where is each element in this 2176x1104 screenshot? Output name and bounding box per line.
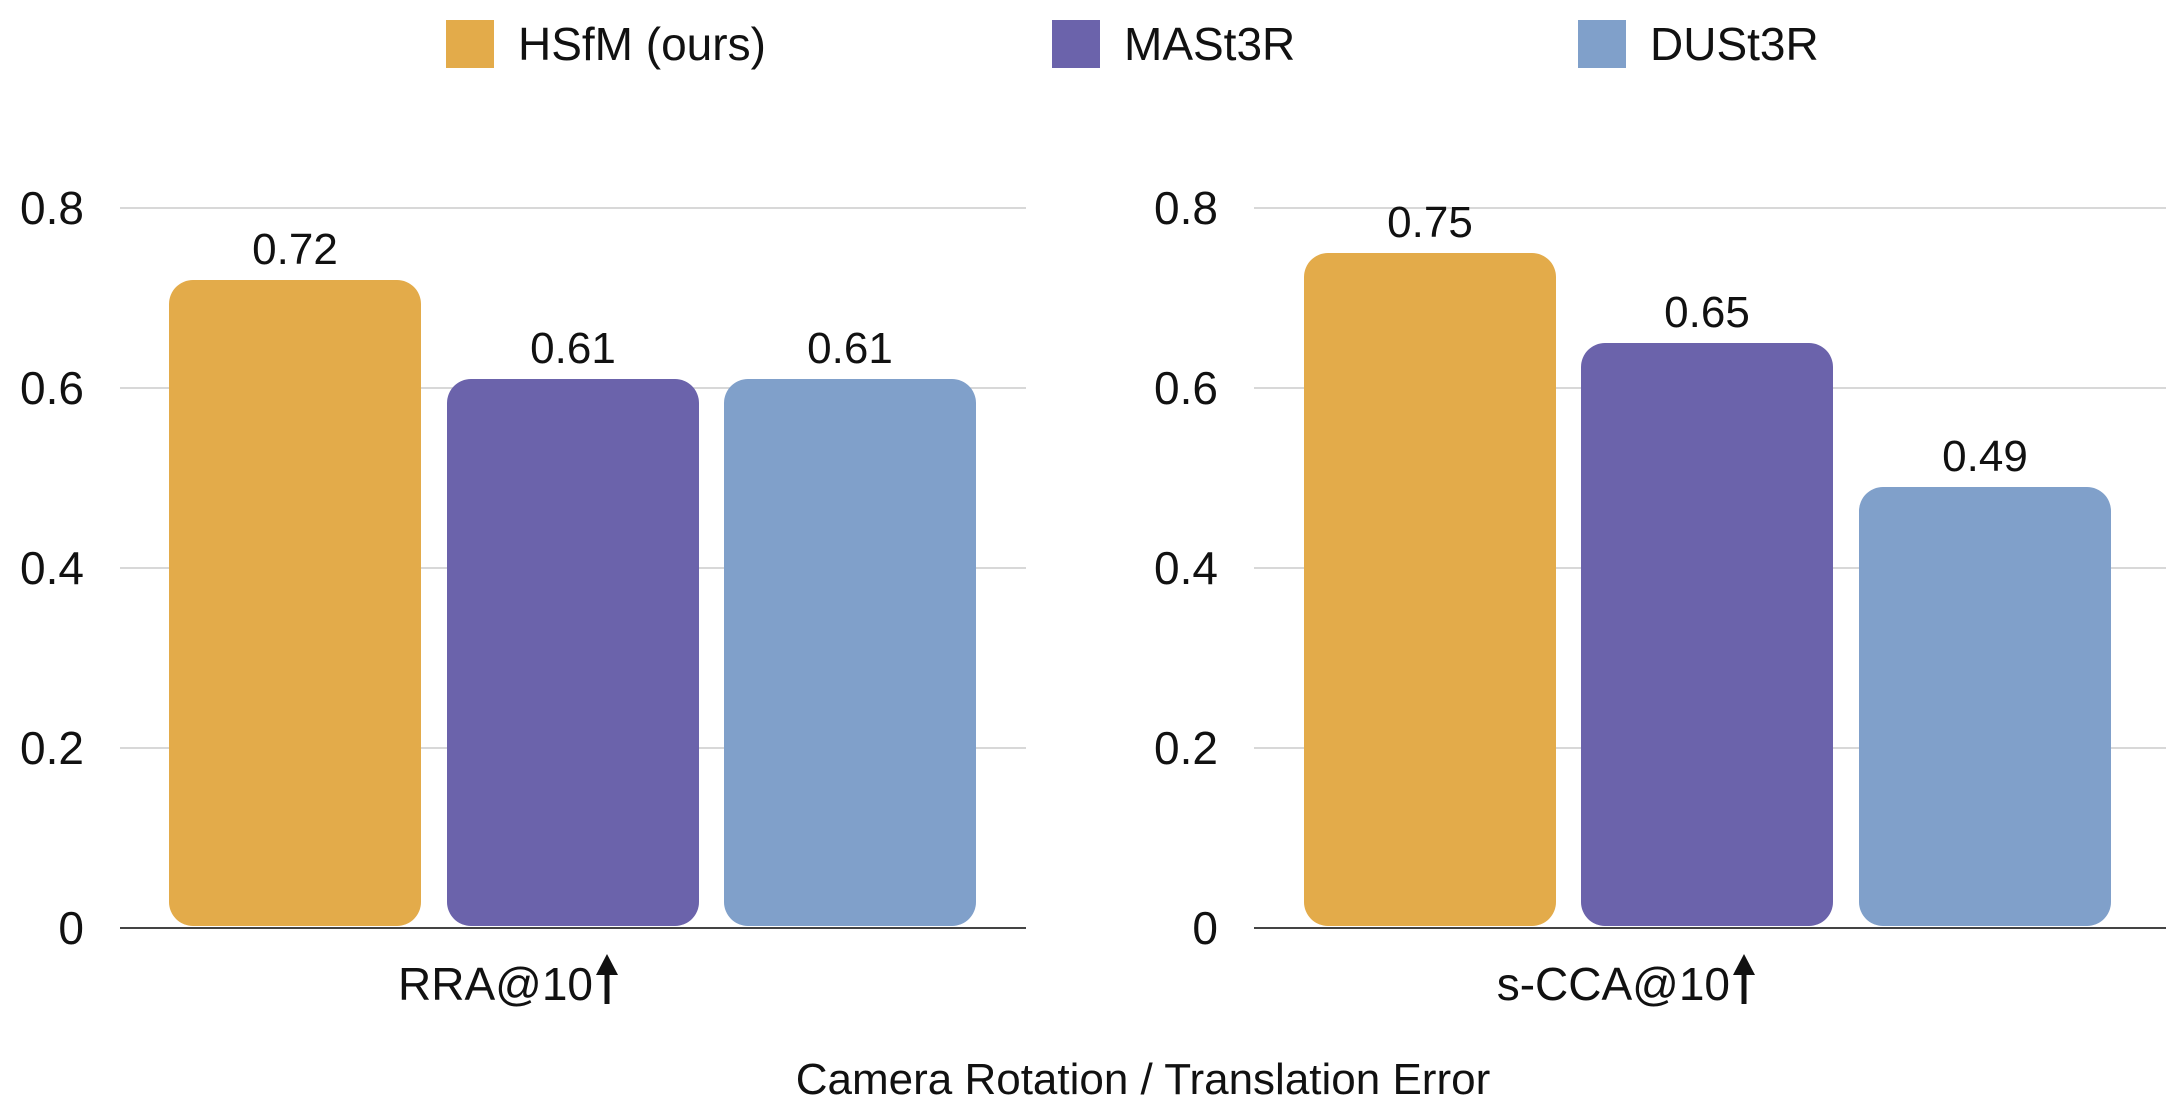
- data-label: 0.61: [807, 324, 893, 373]
- y-tick-label: 0.4: [1154, 542, 1218, 594]
- data-label: 0.72: [252, 225, 338, 274]
- data-label: 0.61: [530, 324, 616, 373]
- legend-swatch-hsfm: [446, 20, 494, 68]
- category-label: s-CCA@10: [1497, 958, 1730, 1010]
- up-arrow-icon: [596, 954, 618, 1004]
- y-tick-label: 0.6: [20, 362, 84, 414]
- up-arrow-icon: [1733, 954, 1755, 1004]
- legend-item-dust3r: DUSt3R: [1578, 16, 1819, 72]
- bar: [1304, 253, 1556, 926]
- legend: HSfM (ours) MASt3R DUSt3R: [0, 8, 2176, 80]
- bar: [1859, 487, 2111, 926]
- data-label: 0.49: [1942, 432, 2028, 481]
- legend-item-mast3r: MASt3R: [1052, 16, 1295, 72]
- bar: [169, 280, 421, 926]
- y-tick-label: 0: [58, 902, 84, 954]
- data-label: 0.75: [1387, 198, 1473, 247]
- bar: [1581, 343, 1833, 926]
- data-label: 0.65: [1664, 288, 1750, 337]
- y-tick-label: 0.2: [20, 722, 84, 774]
- y-tick-label: 0: [1192, 902, 1218, 954]
- legend-label-dust3r: DUSt3R: [1650, 18, 1819, 70]
- y-tick-label: 0.4: [20, 542, 84, 594]
- y-tick-label: 0.6: [1154, 362, 1218, 414]
- y-tick-label: 0.8: [1154, 182, 1218, 234]
- legend-swatch-mast3r: [1052, 20, 1100, 68]
- legend-label-mast3r: MASt3R: [1124, 18, 1296, 70]
- legend-swatch-dust3r: [1578, 20, 1626, 68]
- category-label: RRA@10: [398, 958, 593, 1010]
- y-tick-label: 0.8: [20, 182, 84, 234]
- x-axis-title: Camera Rotation / Translation Error: [796, 1055, 1491, 1104]
- bar: [447, 379, 699, 926]
- legend-label-hsfm: HSfM (ours): [518, 18, 766, 70]
- bar: [724, 379, 976, 926]
- legend-item-hsfm: HSfM (ours): [446, 16, 766, 72]
- y-tick-label: 0.2: [1154, 722, 1218, 774]
